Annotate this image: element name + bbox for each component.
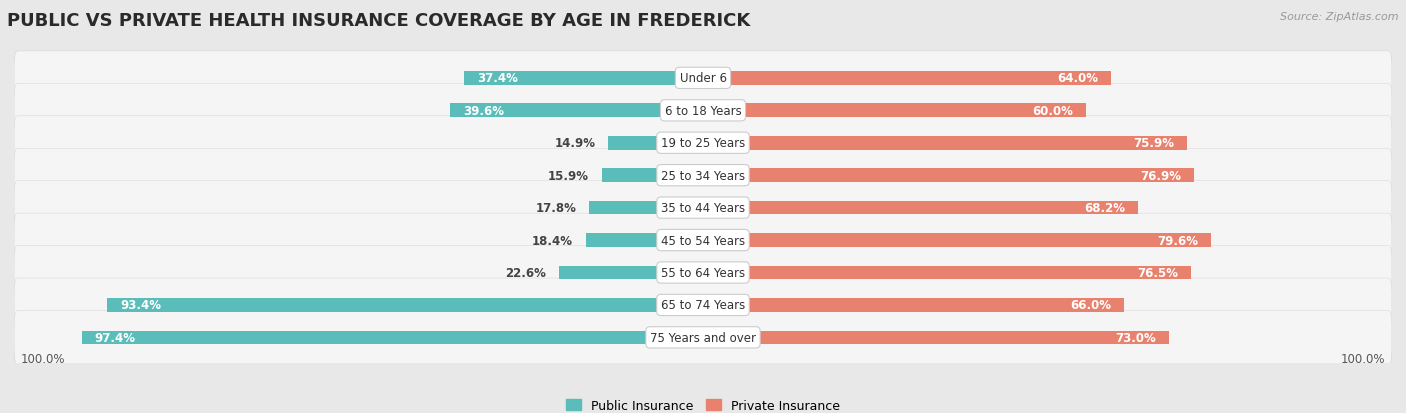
Bar: [107, 299, 703, 312]
Text: 39.6%: 39.6%: [463, 104, 505, 118]
Text: 75 Years and over: 75 Years and over: [650, 331, 756, 344]
Text: 76.9%: 76.9%: [1140, 169, 1181, 182]
Bar: [703, 299, 1123, 312]
Text: 65 to 74 Years: 65 to 74 Years: [661, 299, 745, 312]
Text: 6 to 18 Years: 6 to 18 Years: [665, 104, 741, 118]
Text: 25 to 34 Years: 25 to 34 Years: [661, 169, 745, 182]
Text: 75.9%: 75.9%: [1133, 137, 1174, 150]
Text: 100.0%: 100.0%: [21, 352, 65, 365]
Bar: [602, 169, 703, 183]
FancyBboxPatch shape: [14, 117, 1392, 170]
Bar: [589, 201, 703, 215]
FancyBboxPatch shape: [14, 247, 1392, 299]
Text: 15.9%: 15.9%: [548, 169, 589, 182]
Bar: [703, 201, 1137, 215]
Text: PUBLIC VS PRIVATE HEALTH INSURANCE COVERAGE BY AGE IN FREDERICK: PUBLIC VS PRIVATE HEALTH INSURANCE COVER…: [7, 12, 751, 30]
FancyBboxPatch shape: [14, 278, 1392, 332]
Bar: [586, 234, 703, 247]
FancyBboxPatch shape: [14, 52, 1392, 106]
Text: 22.6%: 22.6%: [505, 266, 546, 279]
Text: 19 to 25 Years: 19 to 25 Years: [661, 137, 745, 150]
FancyBboxPatch shape: [14, 246, 1392, 300]
Text: Under 6: Under 6: [679, 72, 727, 85]
Text: 18.4%: 18.4%: [531, 234, 572, 247]
Text: 64.0%: 64.0%: [1057, 72, 1098, 85]
FancyBboxPatch shape: [14, 150, 1392, 202]
Text: 55 to 64 Years: 55 to 64 Years: [661, 266, 745, 279]
Bar: [703, 72, 1111, 85]
Text: 60.0%: 60.0%: [1032, 104, 1073, 118]
Bar: [558, 266, 703, 280]
Text: 79.6%: 79.6%: [1157, 234, 1198, 247]
FancyBboxPatch shape: [14, 279, 1392, 331]
Text: Source: ZipAtlas.com: Source: ZipAtlas.com: [1281, 12, 1399, 22]
Text: 14.9%: 14.9%: [554, 137, 595, 150]
Bar: [703, 266, 1191, 280]
Bar: [607, 137, 703, 150]
Bar: [703, 137, 1187, 150]
Text: 93.4%: 93.4%: [120, 299, 160, 312]
Text: 66.0%: 66.0%: [1070, 299, 1111, 312]
Bar: [450, 104, 703, 118]
FancyBboxPatch shape: [14, 52, 1392, 105]
Text: 35 to 44 Years: 35 to 44 Years: [661, 202, 745, 215]
FancyBboxPatch shape: [14, 116, 1392, 170]
Text: 76.5%: 76.5%: [1137, 266, 1178, 279]
FancyBboxPatch shape: [14, 214, 1392, 267]
Text: 100.0%: 100.0%: [1341, 352, 1385, 365]
FancyBboxPatch shape: [14, 182, 1392, 234]
Legend: Public Insurance, Private Insurance: Public Insurance, Private Insurance: [561, 394, 845, 413]
FancyBboxPatch shape: [14, 311, 1392, 364]
Bar: [464, 72, 703, 85]
Text: 17.8%: 17.8%: [536, 202, 576, 215]
Bar: [703, 104, 1085, 118]
FancyBboxPatch shape: [14, 85, 1392, 137]
Bar: [703, 169, 1194, 183]
Text: 73.0%: 73.0%: [1115, 331, 1156, 344]
FancyBboxPatch shape: [14, 181, 1392, 235]
FancyBboxPatch shape: [14, 311, 1392, 364]
FancyBboxPatch shape: [14, 149, 1392, 203]
Text: 97.4%: 97.4%: [94, 331, 135, 344]
Text: 45 to 54 Years: 45 to 54 Years: [661, 234, 745, 247]
Bar: [82, 331, 703, 344]
Bar: [703, 234, 1211, 247]
Text: 68.2%: 68.2%: [1084, 202, 1125, 215]
Bar: [703, 331, 1168, 344]
Text: 37.4%: 37.4%: [477, 72, 517, 85]
FancyBboxPatch shape: [14, 84, 1392, 138]
FancyBboxPatch shape: [14, 214, 1392, 267]
